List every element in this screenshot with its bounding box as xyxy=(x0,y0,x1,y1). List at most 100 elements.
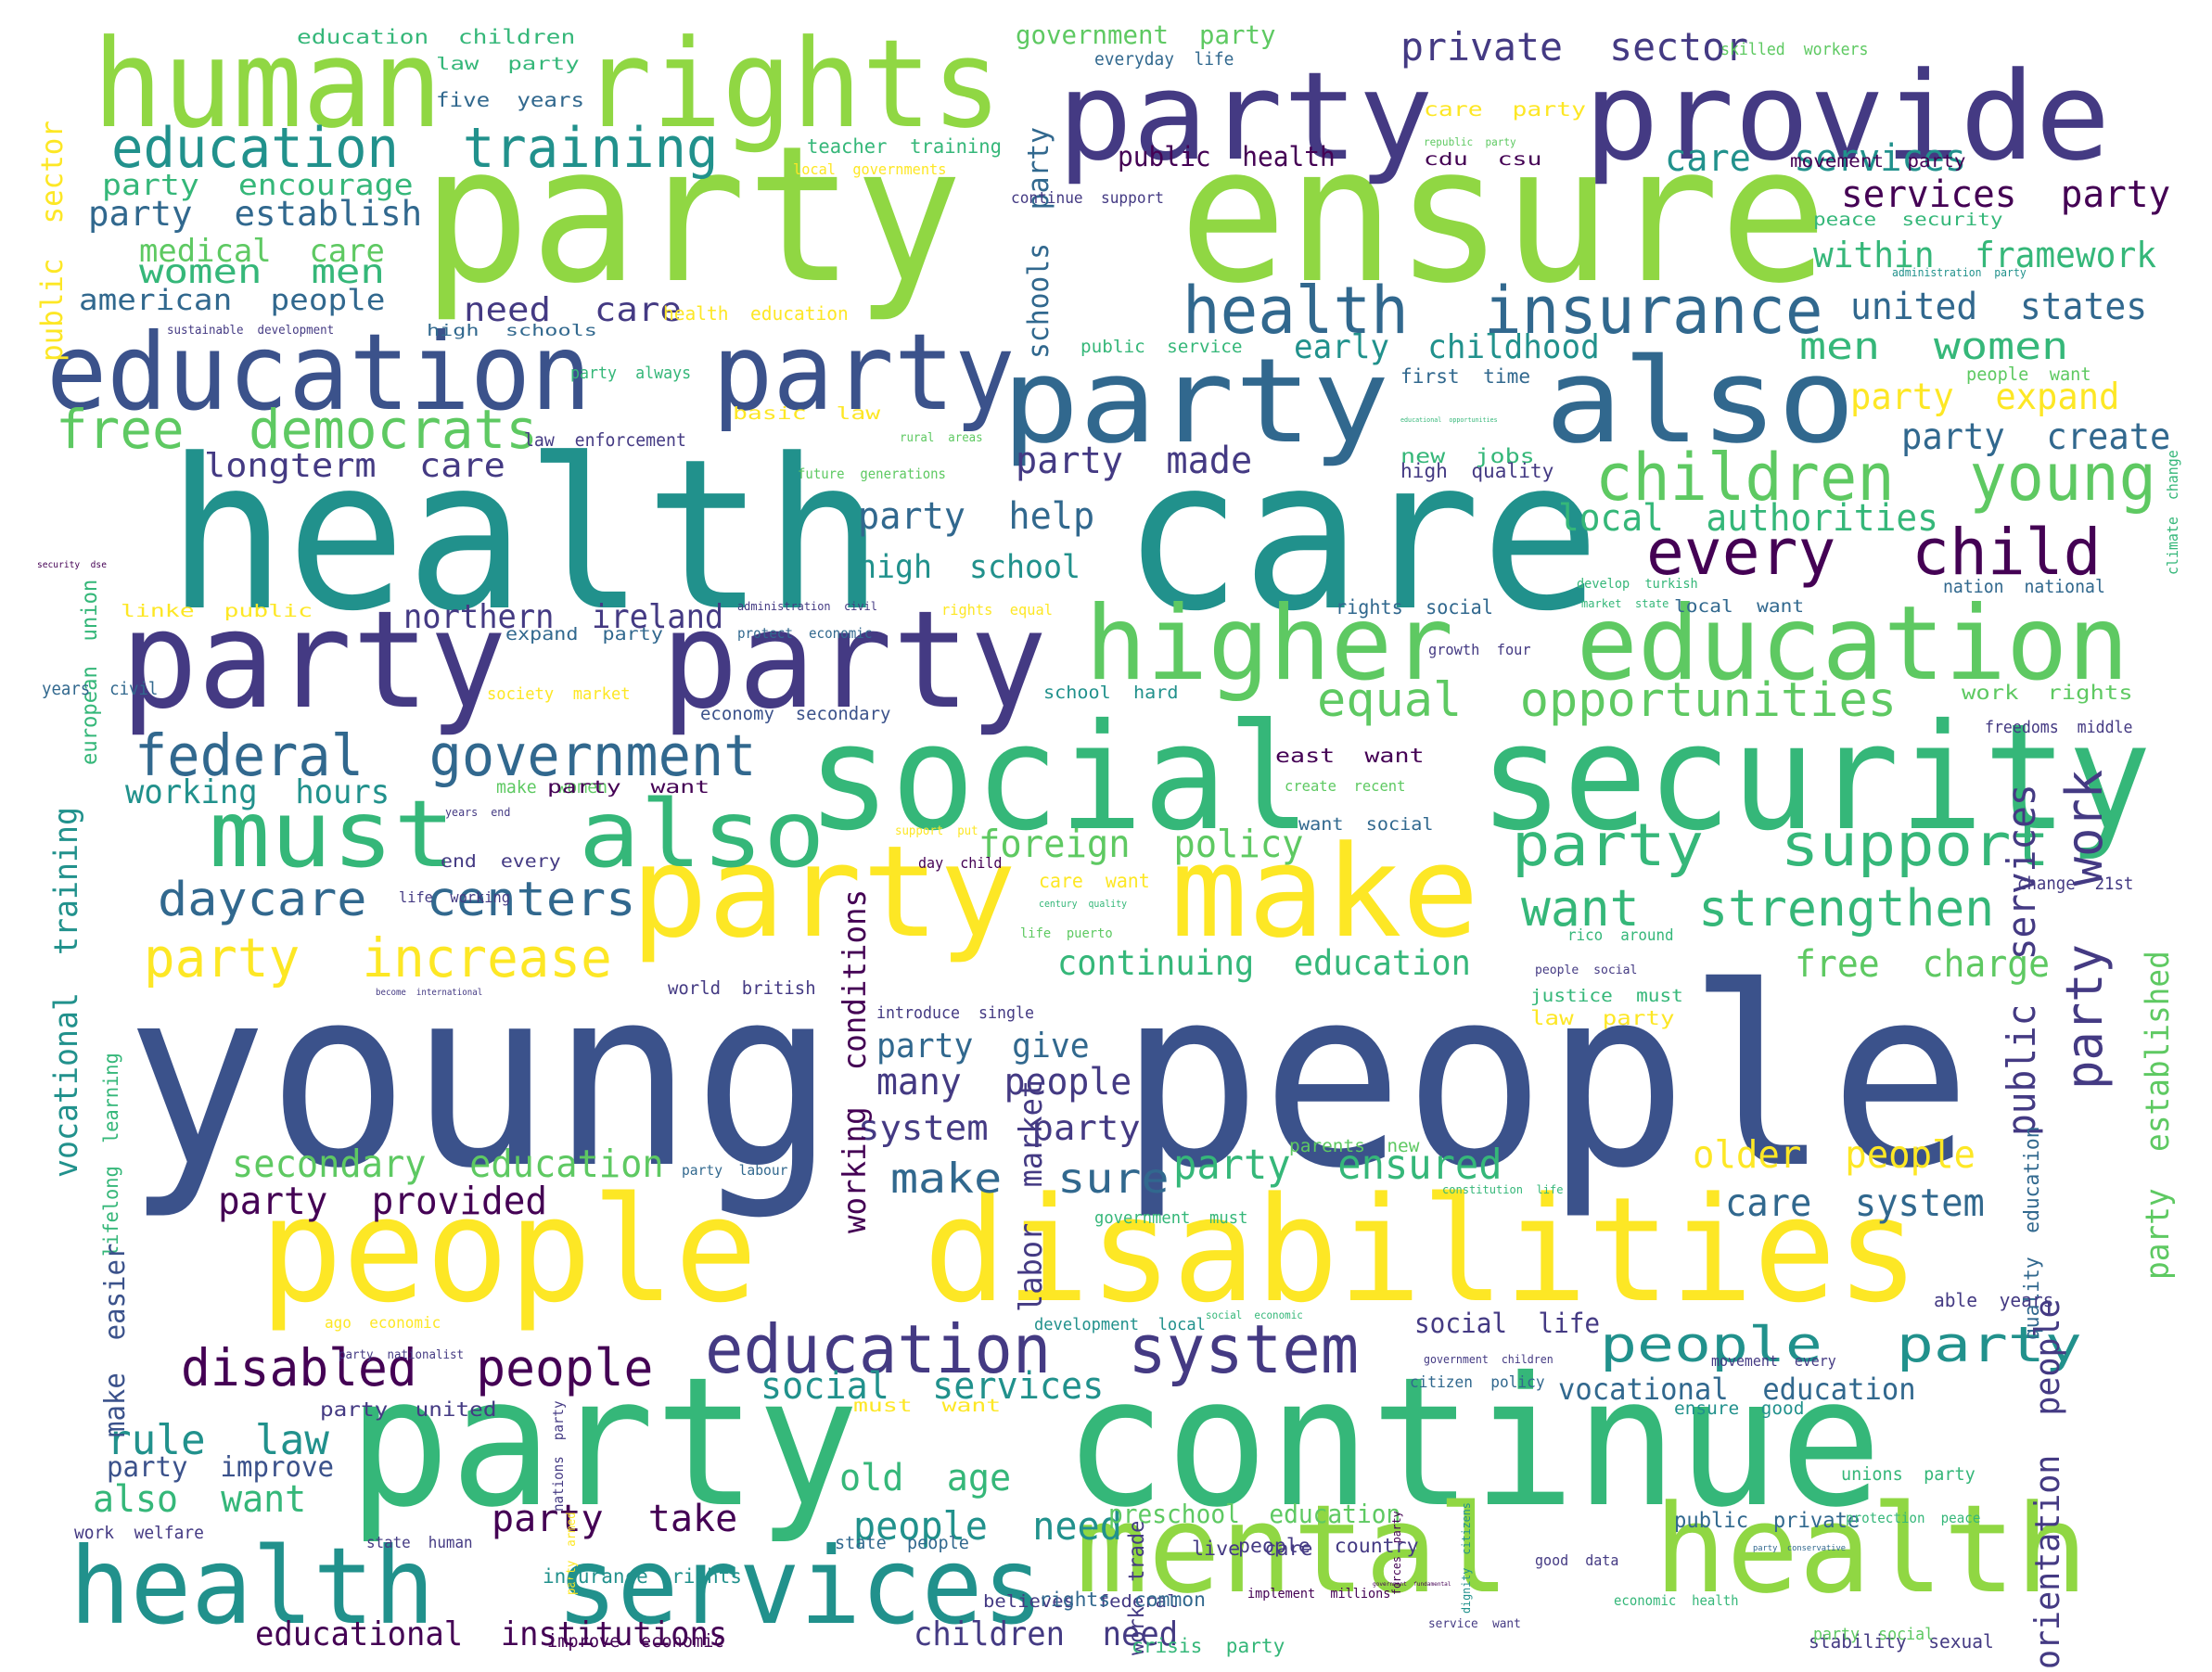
word-cloud-term: rule law xyxy=(107,1417,329,1464)
word-cloud-term: able years xyxy=(1934,1289,2054,1311)
word-cloud-term: believes federal xyxy=(983,1591,1179,1612)
word-cloud-term: market state xyxy=(1581,596,1669,610)
word-cloud-term: social economic xyxy=(1206,1308,1303,1321)
word-cloud-term: movement every xyxy=(1711,1352,1836,1370)
word-cloud-term: within framework xyxy=(1813,235,2156,275)
word-cloud-term: create recent xyxy=(1285,777,1406,795)
word-cloud-term: good data xyxy=(1535,1551,1619,1569)
word-cloud-term: federal government xyxy=(134,722,757,789)
word-cloud-term: vocational education xyxy=(1558,1372,1916,1407)
word-cloud-term: health services xyxy=(70,1525,1044,1649)
word-cloud-term: local want xyxy=(1674,596,1805,617)
word-cloud-term: orientation people xyxy=(2027,1298,2067,1669)
word-cloud-term: working hours xyxy=(125,773,390,811)
word-cloud-term: party ensured xyxy=(1173,1142,1502,1189)
word-cloud-term: high school xyxy=(858,549,1080,586)
word-cloud-term: everyday life xyxy=(1094,50,1234,70)
word-cloud-term: stability sexual xyxy=(1809,1630,1994,1653)
word-cloud-term: government party xyxy=(1016,21,1276,50)
word-cloud-term: party always xyxy=(570,364,692,383)
word-cloud-term: care party xyxy=(1424,98,1587,121)
word-cloud-term: introduce single xyxy=(876,1004,1034,1023)
word-cloud-term: constitution life xyxy=(1442,1182,1564,1196)
word-cloud-term: party make xyxy=(631,819,1479,966)
word-cloud-term: linke public xyxy=(121,601,313,621)
word-cloud-term: health care xyxy=(167,414,1601,657)
word-cloud-term: disabled people xyxy=(181,1338,654,1398)
word-cloud-term: want social xyxy=(1298,814,1434,835)
word-cloud-term: world british xyxy=(668,977,816,999)
word-cloud-term: many people xyxy=(876,1061,1132,1104)
word-cloud-term: daycare centers xyxy=(158,872,636,926)
word-cloud-term: become international xyxy=(376,988,483,998)
word-cloud-term: public private xyxy=(1674,1508,1860,1533)
word-cloud-term: longterm care xyxy=(204,447,505,485)
word-cloud-term: government must xyxy=(1094,1208,1248,1228)
word-cloud-term: party create xyxy=(1901,416,2171,458)
word-cloud-term: schools party xyxy=(1022,126,1055,359)
word-cloud-term: law party xyxy=(436,54,580,74)
word-cloud-term: economy secondary xyxy=(700,703,891,724)
word-cloud-term: nation national xyxy=(1943,576,2105,597)
word-cloud-term: must also xyxy=(209,780,825,888)
word-cloud-term: preschool education xyxy=(1108,1500,1401,1529)
word-cloud-term: party ensure xyxy=(422,105,1828,325)
word-cloud-term: education children xyxy=(297,26,576,48)
word-cloud-term: administration party xyxy=(1892,266,2027,279)
word-cloud-term: party nationalist xyxy=(339,1348,464,1362)
word-cloud-term: party give xyxy=(876,1026,1090,1066)
word-cloud-term: east want xyxy=(1275,745,1425,767)
word-cloud-term: protect economic xyxy=(737,625,873,642)
word-cloud-term: educational opportunities xyxy=(1400,416,1498,424)
word-cloud-term: people disabilities xyxy=(260,1166,1920,1334)
word-cloud-term: high schools xyxy=(427,321,597,339)
word-cloud-term: state human xyxy=(366,1533,473,1551)
word-cloud-term: party also xyxy=(1002,333,1856,469)
word-cloud-term: also want xyxy=(93,1478,307,1521)
word-cloud-term: party establish xyxy=(88,193,423,234)
word-cloud-term: secondary education xyxy=(232,1142,664,1186)
word-cloud-term: party continue xyxy=(348,1339,1883,1547)
word-cloud-term: rights social xyxy=(1336,596,1493,619)
word-cloud-term: new jobs xyxy=(1400,445,1535,467)
word-cloud-term: future generations xyxy=(798,466,946,482)
word-cloud-term: every child xyxy=(1646,517,2102,590)
word-cloud-term: northern ireland xyxy=(403,598,724,636)
word-cloud-term: health insurance xyxy=(1183,272,1823,349)
word-cloud-term: public service xyxy=(1080,337,1243,357)
word-cloud-term: crisis party xyxy=(1132,1635,1285,1657)
word-cloud-term: dignity citizens xyxy=(1460,1502,1473,1614)
word-cloud-term: local authorities xyxy=(1558,497,1938,540)
word-cloud-term: day child xyxy=(918,854,1003,872)
word-cloud-term: support put xyxy=(895,824,978,838)
word-cloud-term: equal opportunities xyxy=(1317,672,1897,727)
word-cloud-term: care services xyxy=(1665,137,1967,180)
word-cloud-term: rico around xyxy=(1567,925,1674,944)
word-cloud-term: american people xyxy=(79,284,386,317)
word-cloud-term: sustainable development xyxy=(167,324,335,338)
word-cloud-term: citizen policy xyxy=(1410,1372,1545,1391)
word-cloud-term: expand party xyxy=(505,624,663,645)
word-cloud-term: basic law xyxy=(733,403,881,424)
word-cloud-term: work welfare xyxy=(74,1524,204,1543)
word-cloud-term: life working xyxy=(399,888,510,906)
word-cloud-term: ago economic xyxy=(325,1313,441,1332)
word-cloud-term: people party xyxy=(1600,1317,2082,1373)
word-cloud-term: justice must xyxy=(1530,986,1683,1006)
word-cloud-term: party want xyxy=(547,777,710,798)
word-cloud-term: peace security xyxy=(1813,210,2003,230)
word-cloud-term: state people xyxy=(835,1533,969,1553)
word-cloud-term: development local xyxy=(1034,1315,1206,1334)
word-cloud-term: early childhood xyxy=(1294,328,1600,366)
word-cloud-term: local governments xyxy=(793,160,947,178)
word-cloud-term: government fundamental xyxy=(1373,1580,1451,1588)
word-cloud-term: high quality xyxy=(1400,460,1554,482)
word-cloud-term: people country xyxy=(1238,1535,1419,1557)
word-cloud-term: party provided xyxy=(218,1179,548,1223)
word-cloud-term: government children xyxy=(1424,1353,1554,1366)
word-cloud-term: skilled workers xyxy=(1720,41,1869,59)
word-cloud-term: party encourage xyxy=(102,169,414,202)
word-cloud-term: nations party xyxy=(550,1400,567,1512)
word-cloud-term: party party xyxy=(121,582,1047,739)
word-cloud-term: education training xyxy=(111,116,719,181)
